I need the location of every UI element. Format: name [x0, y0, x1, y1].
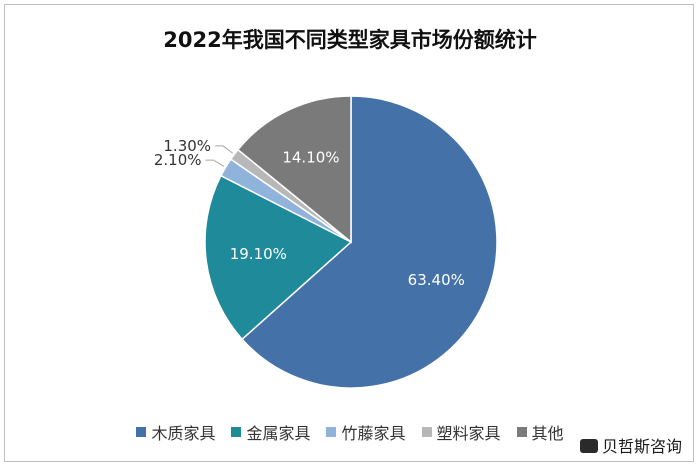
- slice-label-4: 1.30%: [163, 137, 211, 155]
- legend-swatch: [136, 427, 147, 437]
- watermark: 贝哲斯咨询: [580, 437, 682, 456]
- pie-slice-1: [241, 95, 498, 389]
- slice-label-1: 63.40%: [408, 271, 465, 289]
- chart-title: 2022年我国不同类型家具市场份额统计: [163, 28, 537, 52]
- weibo-icon: [580, 439, 598, 453]
- leader-line-3: [205, 159, 225, 167]
- legend-item-2: 金属家具: [231, 420, 310, 444]
- legend: 木质家具 金属家具 竹藤家具 塑料家具 其他: [0, 420, 700, 444]
- slice-label-3: 2.10%: [154, 151, 202, 169]
- legend-item-4: 塑料家具: [421, 420, 501, 444]
- slice-label-2: 19.10%: [230, 245, 287, 263]
- legend-label: 其他: [531, 424, 564, 443]
- legend-swatch: [231, 427, 242, 437]
- leader-line-4: [215, 145, 233, 154]
- legend-label: 木质家具: [151, 424, 216, 443]
- pie-slice-5: [236, 95, 352, 244]
- legend-item-3: 竹藤家具: [326, 420, 406, 444]
- legend-label: 金属家具: [246, 424, 311, 443]
- legend-swatch: [326, 427, 337, 437]
- pie-slice-2: [204, 174, 353, 341]
- legend-swatch: [516, 427, 527, 437]
- legend-label: 竹藤家具: [341, 424, 406, 443]
- legend-item-1: 木质家具: [136, 420, 215, 444]
- legend-label: 塑料家具: [436, 424, 501, 443]
- legend-item-5: 其他: [516, 420, 564, 444]
- watermark-text: 贝哲斯咨询: [602, 437, 682, 456]
- legend-swatch: [421, 427, 432, 437]
- slice-label-5: 14.10%: [282, 149, 339, 167]
